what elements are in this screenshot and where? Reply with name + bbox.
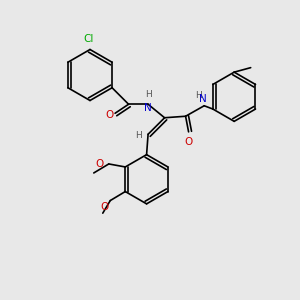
Text: H: H (195, 92, 202, 100)
Text: O: O (100, 202, 109, 212)
Text: N: N (144, 103, 152, 113)
Text: O: O (106, 110, 114, 120)
Text: O: O (184, 137, 193, 147)
Text: Cl: Cl (83, 34, 94, 44)
Text: H: H (145, 90, 152, 99)
Text: O: O (95, 159, 103, 169)
Text: H: H (135, 131, 142, 140)
Text: N: N (199, 94, 207, 104)
